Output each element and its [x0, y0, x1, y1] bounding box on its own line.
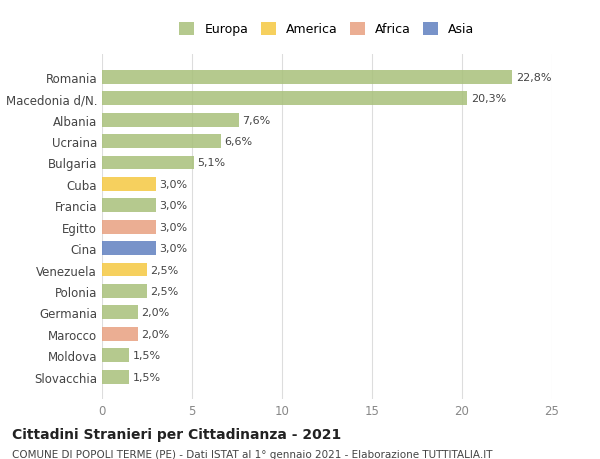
Text: 3,0%: 3,0%	[160, 179, 188, 190]
Bar	[102, 284, 147, 298]
Bar	[102, 199, 156, 213]
Text: 2,5%: 2,5%	[151, 286, 179, 296]
Bar	[102, 220, 156, 234]
Text: 3,0%: 3,0%	[160, 201, 188, 211]
Bar	[102, 306, 138, 319]
Text: 2,5%: 2,5%	[151, 265, 179, 275]
Bar	[102, 71, 512, 84]
Text: 6,6%: 6,6%	[224, 137, 253, 147]
Legend: Europa, America, Africa, Asia: Europa, America, Africa, Asia	[173, 17, 481, 43]
Text: 2,0%: 2,0%	[142, 308, 170, 318]
Text: 5,1%: 5,1%	[197, 158, 226, 168]
Bar	[102, 178, 156, 191]
Bar	[102, 135, 221, 149]
Text: 3,0%: 3,0%	[160, 244, 188, 253]
Bar	[102, 263, 147, 277]
Text: 7,6%: 7,6%	[242, 115, 271, 125]
Text: COMUNE DI POPOLI TERME (PE) - Dati ISTAT al 1° gennaio 2021 - Elaborazione TUTTI: COMUNE DI POPOLI TERME (PE) - Dati ISTAT…	[12, 449, 493, 459]
Text: 20,3%: 20,3%	[471, 94, 506, 104]
Bar	[102, 113, 239, 127]
Text: 22,8%: 22,8%	[516, 73, 551, 83]
Bar	[102, 348, 129, 362]
Bar	[102, 241, 156, 256]
Bar	[102, 327, 138, 341]
Bar	[102, 92, 467, 106]
Text: 2,0%: 2,0%	[142, 329, 170, 339]
Text: Cittadini Stranieri per Cittadinanza - 2021: Cittadini Stranieri per Cittadinanza - 2…	[12, 427, 341, 441]
Bar	[102, 156, 194, 170]
Bar	[102, 370, 129, 384]
Text: 1,5%: 1,5%	[133, 350, 161, 360]
Text: 3,0%: 3,0%	[160, 222, 188, 232]
Text: 1,5%: 1,5%	[133, 372, 161, 382]
